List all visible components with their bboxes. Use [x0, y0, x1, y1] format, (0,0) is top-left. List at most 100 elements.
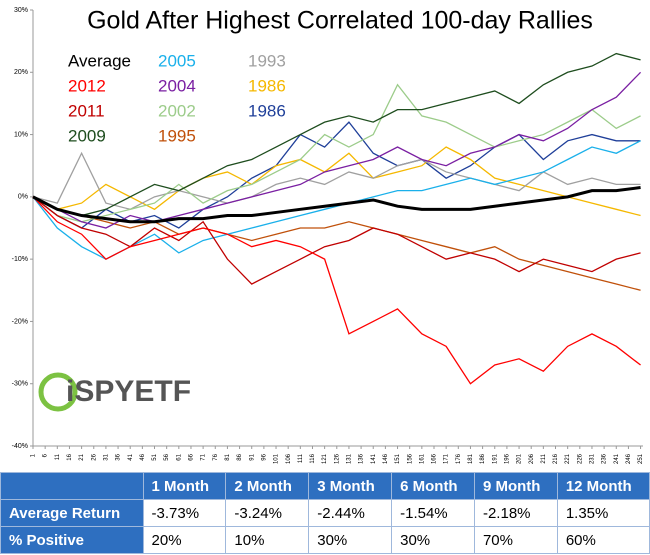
series-line [32, 146, 641, 217]
x-tick-label: 16 [67, 453, 73, 460]
x-tick-label: 71 [201, 453, 207, 460]
y-tick-label: 0% [18, 194, 28, 201]
series-line [32, 151, 641, 211]
table-cell: Average Return [0, 499, 144, 527]
table-cell: 1.35% [556, 499, 650, 527]
x-tick-label: 241 [614, 453, 620, 464]
x-tick-label: 156 [407, 453, 413, 464]
table-cell: 20% [142, 526, 227, 554]
logo-ring [38, 372, 78, 412]
y-tick-label: 30% [14, 7, 28, 14]
x-tick-label: 161 [419, 453, 425, 464]
table-cell: -3.73% [142, 499, 227, 527]
x-tick-label: 116 [310, 453, 316, 463]
series-line [32, 196, 641, 291]
x-tick-label: 36 [116, 453, 122, 460]
x-tick-label: 221 [565, 453, 571, 464]
chart: Gold After Highest Correlated 100-day Ra… [11, 6, 645, 465]
x-tick-label: 56 [164, 453, 170, 460]
x-tick-label: 166 [432, 453, 438, 464]
legend-label: 2002 [158, 101, 196, 120]
x-tick-label: 206 [529, 453, 535, 464]
legend-label: 2005 [158, 51, 196, 70]
series-line [32, 52, 641, 217]
series-line [32, 83, 641, 223]
x-tick-label: 236 [602, 453, 608, 464]
x-tick-label: 86 [237, 453, 243, 460]
x-tick-label: 231 [590, 453, 596, 464]
x-tick-label: 121 [322, 453, 328, 464]
table-cell: 3 Month [308, 472, 393, 500]
series-line [32, 196, 641, 385]
x-tick-label: 6 [43, 453, 49, 457]
x-tick-label: 1 [31, 453, 37, 457]
x-tick-label: 191 [492, 453, 498, 464]
x-tick-label: 226 [577, 453, 583, 464]
x-tick-label: 31 [103, 453, 109, 460]
series-line [32, 186, 641, 224]
x-tick-label: 101 [274, 453, 280, 464]
series-line [32, 196, 641, 285]
legend-label: 2011 [68, 101, 105, 120]
x-tick-label: 211 [541, 453, 547, 463]
table-cell: 2 Month [225, 472, 310, 500]
x-tick-label: 146 [383, 453, 389, 464]
legend-label: 2012 [68, 76, 106, 95]
x-tick-label: 46 [140, 453, 146, 460]
x-tick-label: 61 [176, 453, 182, 460]
y-tick-label: -10% [12, 256, 28, 263]
x-tick-label: 186 [480, 453, 486, 464]
x-tick-label: 251 [638, 453, 644, 464]
y-tick-label: -30% [12, 381, 28, 388]
legend-label: 1993 [248, 51, 286, 70]
x-tick-label: 151 [395, 453, 401, 464]
x-tick-label: 131 [347, 453, 353, 464]
x-tick-label: 26 [91, 453, 97, 460]
series-line [32, 140, 641, 260]
table-cell: % Positive [0, 526, 144, 554]
table-cell: -2.18% [473, 499, 558, 527]
x-tick-label: 216 [553, 453, 559, 464]
table-cell: 30% [391, 526, 475, 554]
x-tick-label: 91 [249, 453, 255, 460]
x-tick-label: 11 [55, 453, 61, 460]
legend-label: 1986 [248, 101, 286, 120]
legend-label: 2004 [158, 76, 196, 95]
y-tick-label: 20% [14, 69, 28, 76]
x-tick-label: 176 [456, 453, 462, 464]
x-tick-label: 51 [152, 453, 158, 460]
stats-table: 1 Month 2 Month 3 Month 6 Month 9 Month 12 Mo… [0, 472, 650, 554]
x-tick-label: 126 [334, 453, 340, 464]
x-tick-label: 106 [286, 453, 292, 464]
legend-label: 1986 [248, 76, 286, 95]
table-cell: 30% [308, 526, 393, 554]
y-tick-label: -20% [12, 318, 28, 325]
table-row: Average Return -3.73% -3.24% -2.44% -1.54% -2… [0, 499, 650, 527]
table-cell [0, 472, 144, 500]
logo: iSPYETF [66, 375, 191, 408]
chart-title: Gold After Highest Correlated 100-day Ra… [87, 7, 593, 35]
table-cell: 6 Month [391, 472, 475, 500]
x-tick-label: 196 [504, 453, 510, 464]
table-cell: 12 Month [556, 472, 650, 500]
table-cell: 70% [473, 526, 558, 554]
table-cell: -3.24% [225, 499, 310, 527]
x-tick-label: 76 [213, 453, 219, 460]
x-tick-label: 246 [626, 453, 632, 464]
x-tick-label: 171 [444, 453, 450, 464]
table-cell: -2.44% [308, 499, 393, 527]
x-tick-label: 66 [189, 453, 195, 460]
legend-label: 1995 [158, 126, 196, 145]
x-tick-label: 136 [359, 453, 365, 464]
table-cell: -1.54% [391, 499, 475, 527]
x-tick-label: 21 [79, 453, 85, 460]
x-tick-label: 201 [517, 453, 523, 464]
legend-label: Average [68, 51, 131, 70]
y-tick-label: 10% [14, 131, 28, 138]
x-tick-label: 96 [261, 453, 267, 460]
x-tick-label: 41 [128, 453, 134, 460]
table-cell: 9 Month [473, 472, 558, 500]
x-tick-label: 181 [468, 453, 474, 464]
x-tick-label: 81 [225, 453, 231, 460]
